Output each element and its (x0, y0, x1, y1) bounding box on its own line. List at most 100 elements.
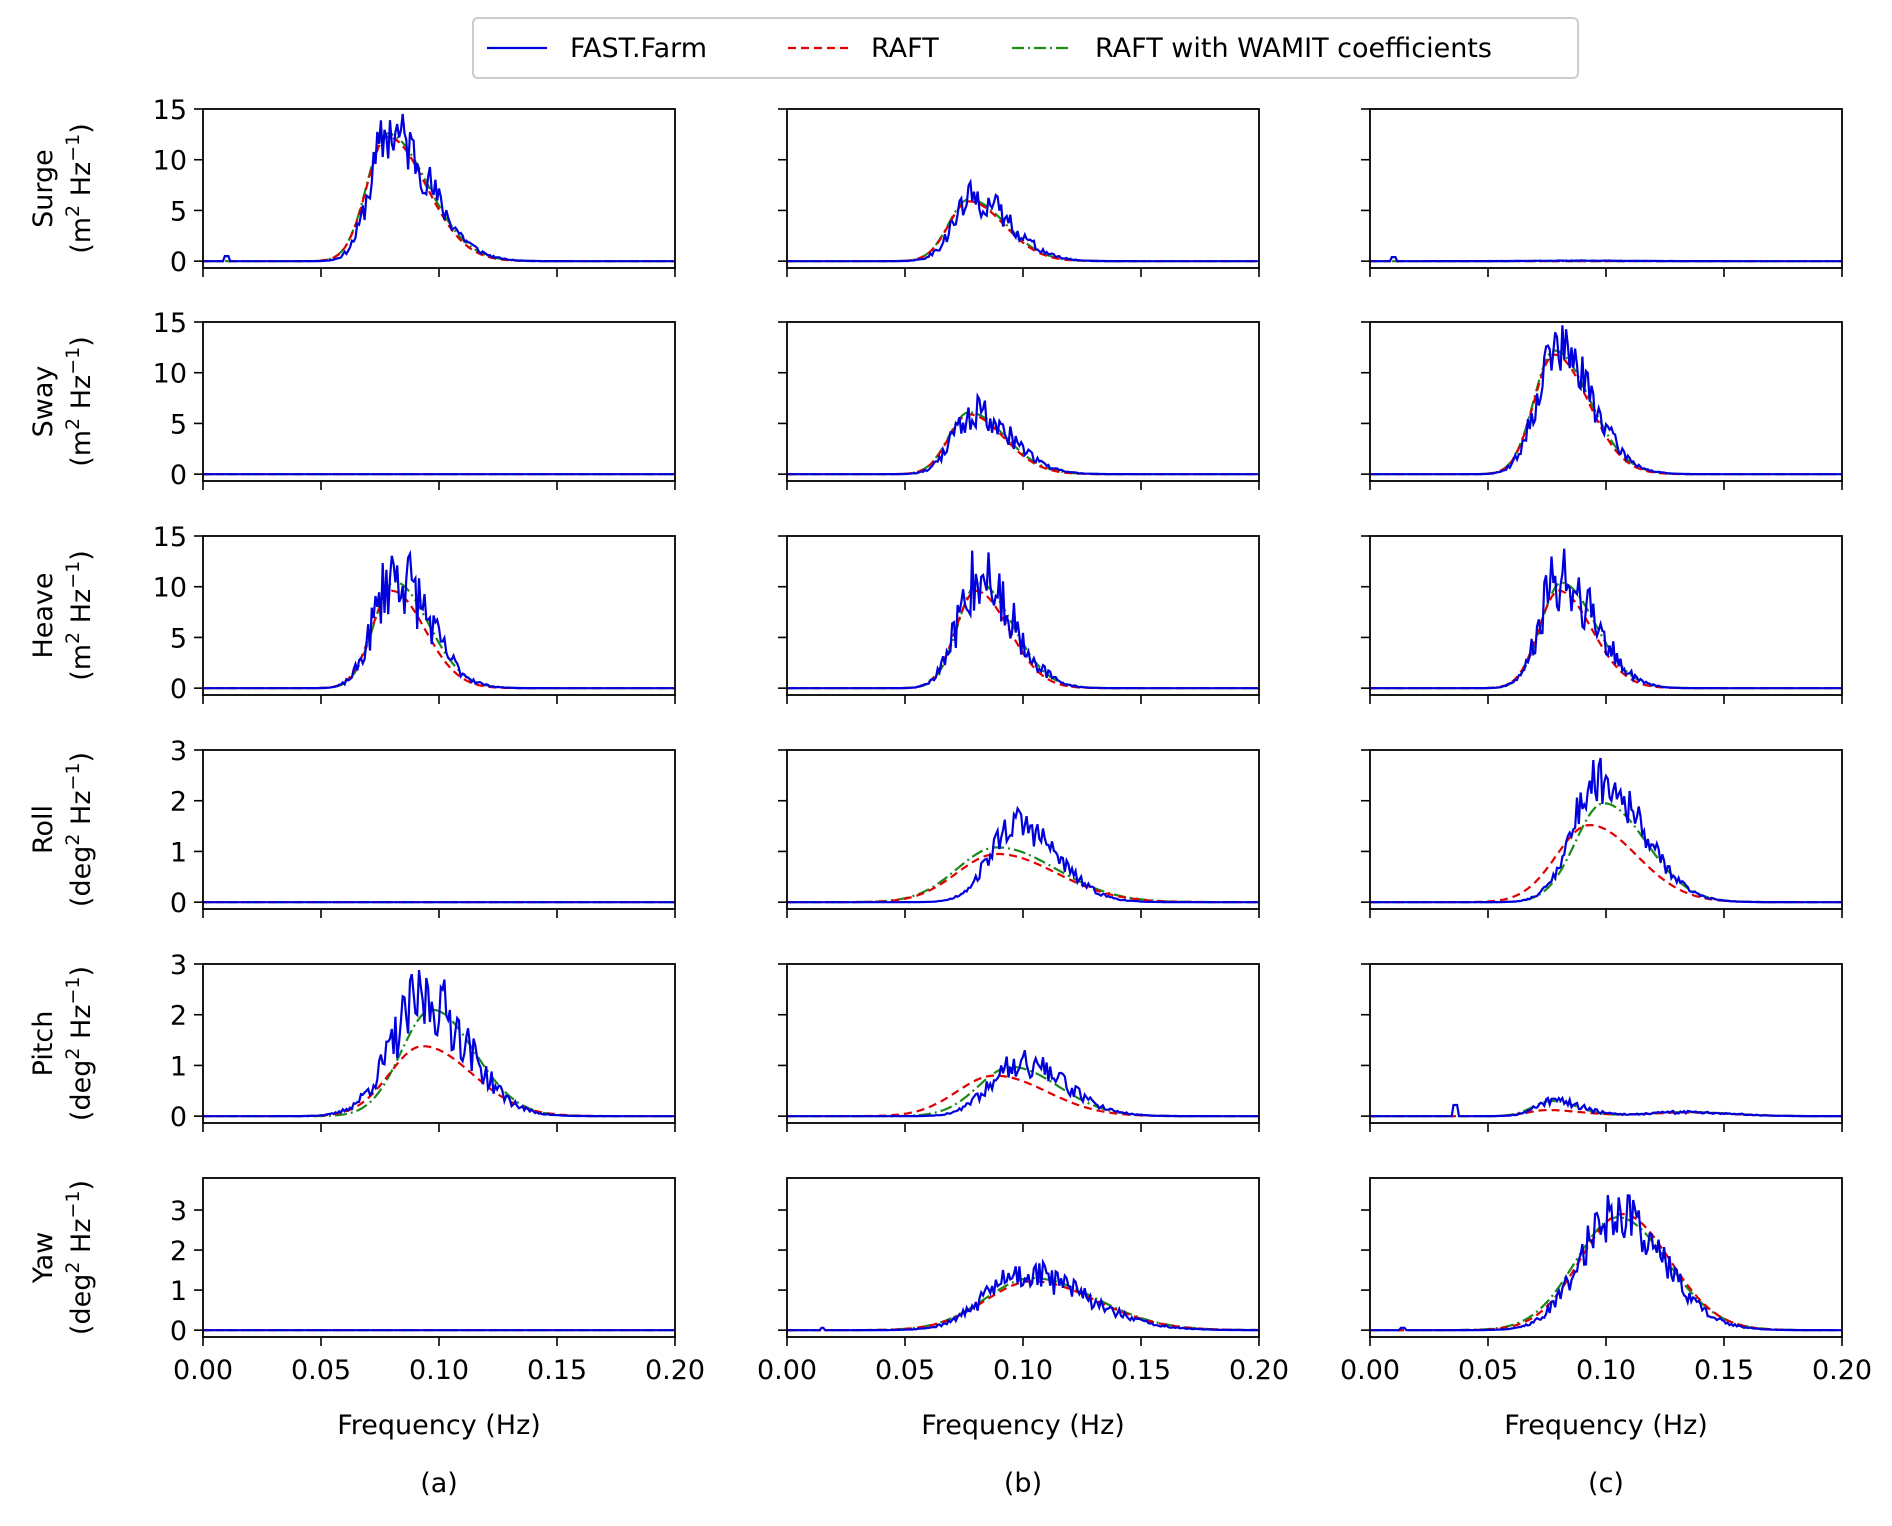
series-raft-surge-0 (203, 135, 675, 263)
series-wamit-sway-2 (1370, 349, 1842, 476)
axes-frame (786, 1177, 1260, 1338)
axes-frame (1369, 108, 1843, 269)
y-axis-label-sway: Sway (28, 366, 59, 438)
legend-label-raft-wamit: RAFT with WAMIT coefficients (1095, 33, 1492, 64)
series-ff-sway-2 (1370, 325, 1842, 476)
panel-sway-0: 0 5 10 15 (153, 308, 676, 491)
series-wamit-yaw-1 (787, 1276, 1259, 1332)
axes-frame (202, 749, 676, 910)
y-tick-label: 0 (170, 460, 187, 491)
legend-label-raft: RAFT (871, 33, 939, 64)
axes-frame (1369, 535, 1843, 696)
panel-label-2: (c) (1588, 1468, 1624, 1499)
series-ff-pitch-0 (203, 969, 675, 1118)
y-tick-label: 15 (153, 308, 187, 339)
series-ff-roll-2 (1370, 757, 1842, 904)
panel-sway-2 (1361, 321, 1843, 490)
series-raft-heave-0 (203, 589, 675, 690)
y-tick-label: 3 (170, 950, 187, 981)
series-ff-surge-1 (787, 178, 1259, 263)
x-tick-label: 0.20 (1229, 1355, 1289, 1386)
x-tick-label: 0.10 (409, 1355, 469, 1386)
y-tick-label: 5 (170, 196, 187, 227)
y-tick-label: 10 (153, 359, 187, 390)
series-ff-yaw-2 (1370, 1194, 1842, 1332)
series-raft-surge-1 (787, 200, 1259, 263)
y-tick-label: 2 (170, 787, 187, 818)
x-tick-label: 0.15 (1111, 1355, 1171, 1386)
y-axis-unit-surge: (m2 Hz−1) (62, 123, 97, 254)
series-ff-roll-1 (787, 805, 1259, 904)
legend-label-fastfarm: FAST.Farm (570, 33, 707, 64)
panel-surge-1 (778, 108, 1260, 277)
series-wamit-pitch-1 (787, 1065, 1259, 1118)
y-tick-label: 15 (153, 522, 187, 553)
axes-frame (1369, 321, 1843, 482)
panel-heave-0: 0 5 10 15 (153, 522, 676, 705)
series-ff-yaw-1 (787, 1258, 1259, 1332)
series-ff-heave-1 (787, 550, 1259, 690)
y-axis-unit-yaw: (deg2 Hz−1) (62, 1180, 97, 1335)
panel-yaw-2: 0.00 0.05 0.10 0.15 0.20 Frequency (Hz) (c) (1340, 1177, 1872, 1499)
x-axis-label: Frequency (Hz) (921, 1410, 1125, 1441)
series-raft-pitch-0 (203, 1045, 675, 1118)
panel-heave-1 (778, 535, 1260, 704)
y-tick-label: 10 (153, 573, 187, 604)
y-axis-unit-pitch: (deg2 Hz−1) (62, 966, 97, 1121)
panel-surge-2 (1361, 108, 1843, 277)
y-axis-label-surge: Surge (28, 149, 59, 228)
x-tick-label: 0.10 (1576, 1355, 1636, 1386)
axes-frame (202, 1177, 676, 1338)
series-ff-surge-2 (1370, 256, 1842, 263)
panel-surge-0: 0 5 10 15 (153, 95, 676, 278)
series-ff-heave-2 (1370, 548, 1842, 690)
panel-yaw-1: 0.00 0.05 0.10 0.15 0.20 Frequency (Hz) (b) (757, 1177, 1289, 1499)
axes-frame (786, 963, 1260, 1124)
series-ff-sway-1 (787, 392, 1259, 476)
x-tick-label: 0.05 (1458, 1355, 1518, 1386)
axes-frame (786, 321, 1260, 482)
y-tick-label: 1 (170, 1051, 187, 1082)
panel-roll-0: 0 1 2 3 (170, 736, 676, 919)
x-axis-label: Frequency (Hz) (337, 1410, 541, 1441)
panel-roll-1 (778, 749, 1260, 918)
y-tick-label: 2 (170, 1236, 187, 1267)
axes-frame (1369, 963, 1843, 1124)
x-tick-label: 0.05 (291, 1355, 351, 1386)
axes-frame (786, 535, 1260, 696)
panel-heave-2 (1361, 535, 1843, 704)
series-raft-yaw-1 (787, 1280, 1259, 1332)
x-tick-label: 0.10 (993, 1355, 1053, 1386)
series-raft-roll-1 (787, 852, 1259, 904)
axes-frame (786, 108, 1260, 269)
y-tick-label: 0 (170, 1316, 187, 1347)
x-tick-label: 0.00 (173, 1355, 233, 1386)
panel-sway-1 (778, 321, 1260, 490)
series-raft-heave-2 (1370, 589, 1842, 690)
x-tick-label: 0.20 (645, 1355, 705, 1386)
y-tick-label: 5 (170, 623, 187, 654)
series-ff-heave-0 (203, 549, 675, 690)
panel-label-1: (b) (1004, 1468, 1042, 1499)
axes-frame (202, 535, 676, 696)
x-axis-label: Frequency (Hz) (1504, 1410, 1708, 1441)
y-tick-label: 0 (170, 674, 187, 705)
axes-frame (1369, 1177, 1843, 1338)
x-tick-label: 0.20 (1812, 1355, 1872, 1386)
y-tick-label: 0 (170, 247, 187, 278)
panel-yaw-0: 0.00 0.05 0.10 0.15 0.20 0 1 2 3 Frequency (Hz) (a… (170, 1177, 705, 1499)
y-tick-label: 3 (170, 736, 187, 767)
x-tick-label: 0.00 (757, 1355, 817, 1386)
y-axis-unit-roll: (deg2 Hz−1) (62, 752, 97, 907)
y-axis-label-roll: Roll (28, 805, 59, 854)
y-tick-label: 3 (170, 1196, 187, 1227)
series-ff-pitch-2 (1370, 1095, 1842, 1118)
series-ff-surge-0 (203, 113, 675, 263)
panel-pitch-1 (778, 963, 1260, 1132)
series-ff-pitch-1 (787, 1050, 1259, 1118)
y-axis-label-yaw: Yaw (28, 1232, 59, 1284)
panel-pitch-0: 0 1 2 3 (170, 950, 676, 1133)
y-tick-label: 0 (170, 888, 187, 919)
